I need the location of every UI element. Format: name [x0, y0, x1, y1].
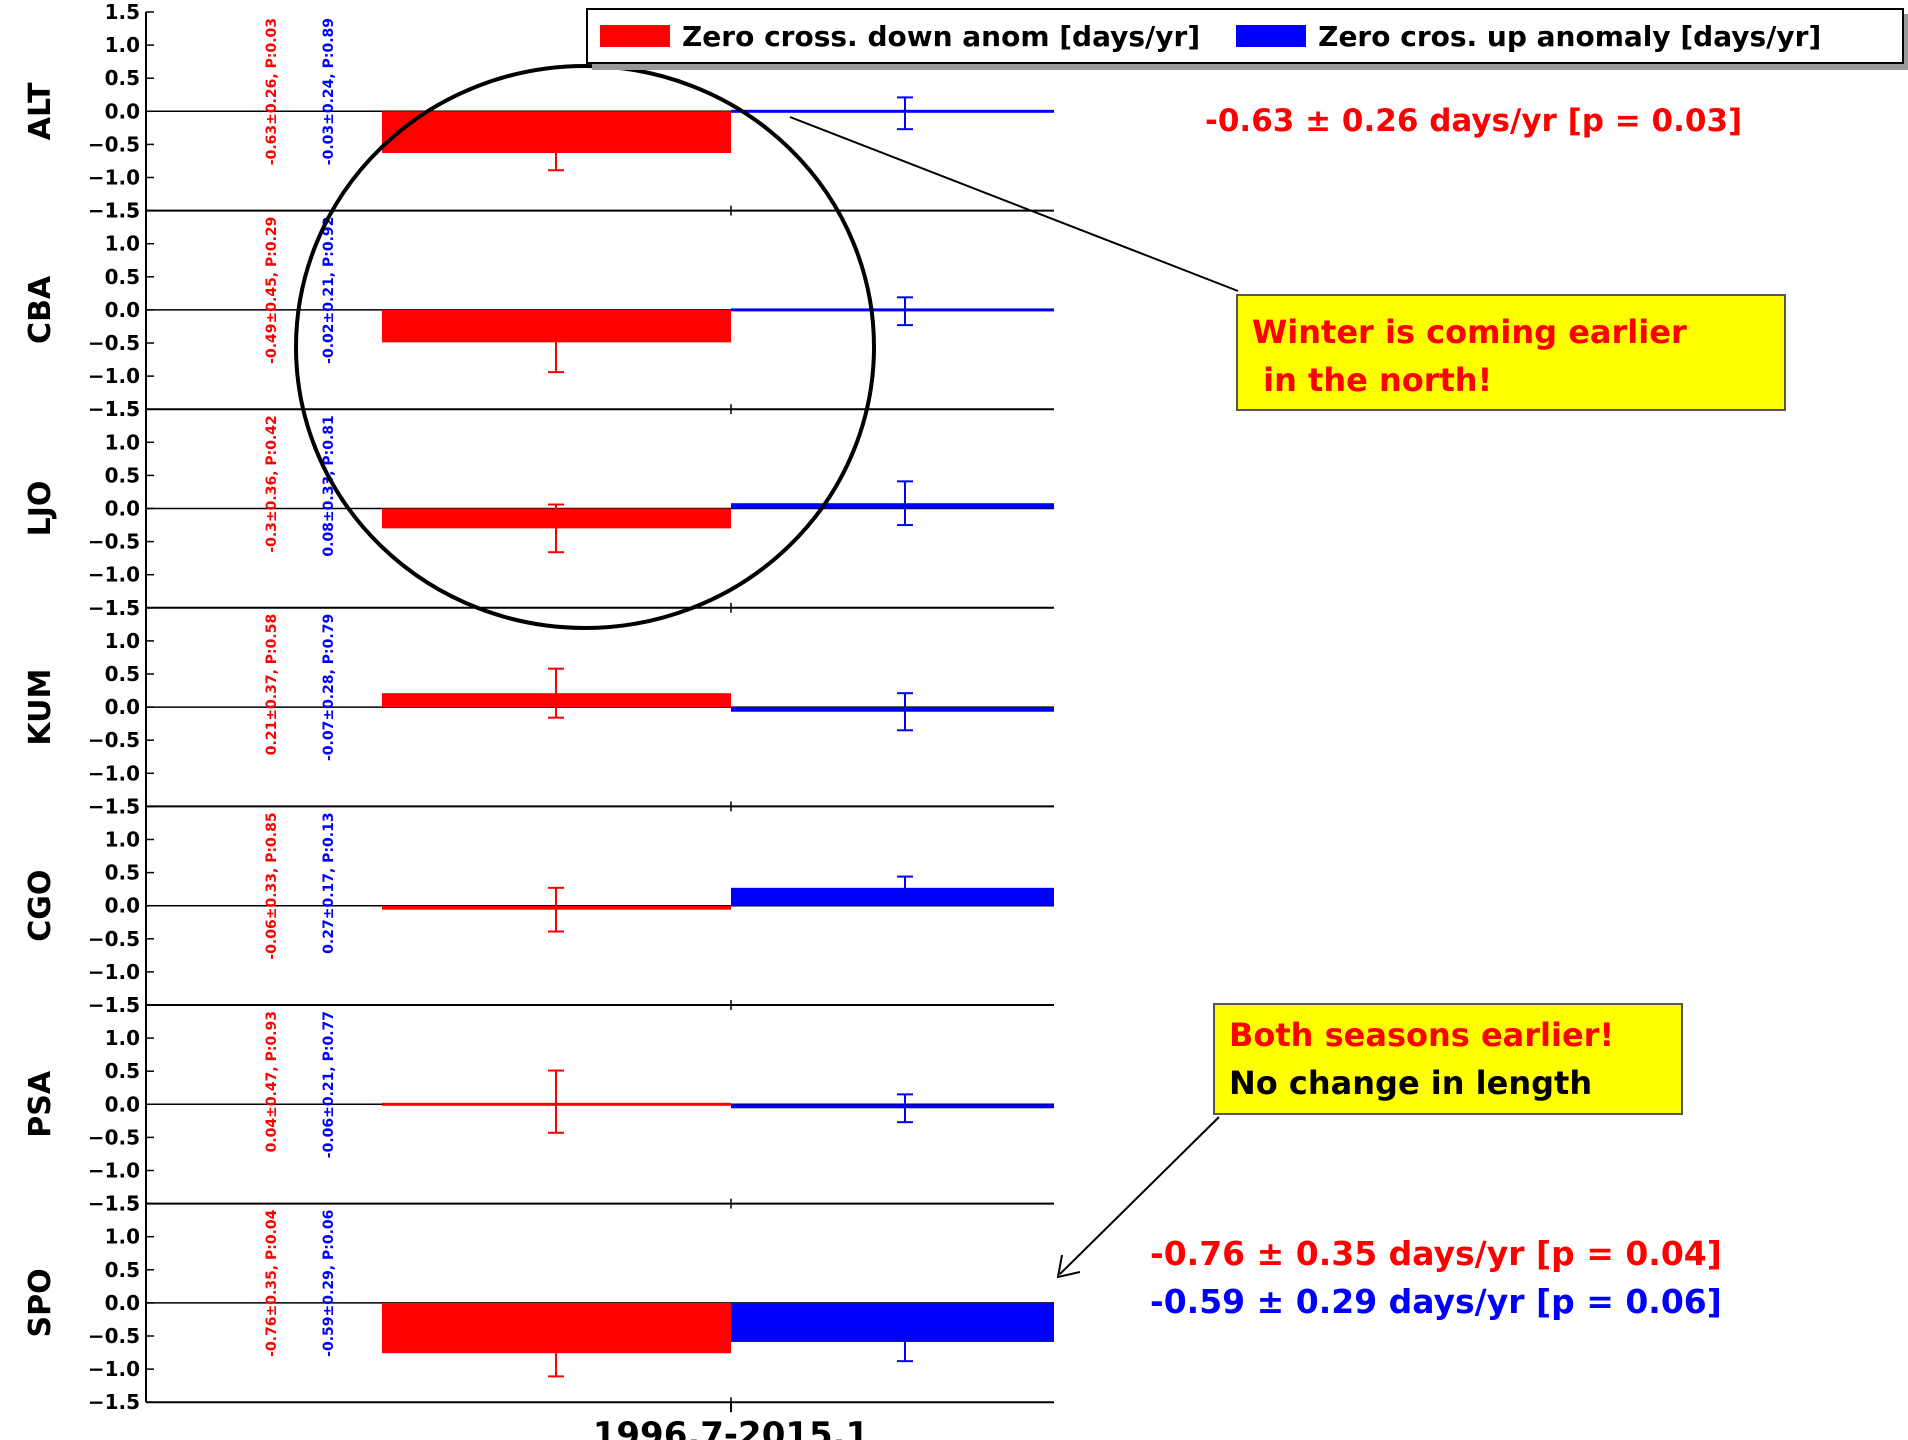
y-tick-label: 0.5 — [105, 1258, 140, 1282]
station-label: SPO — [23, 1268, 58, 1337]
y-tick-label: 0.5 — [105, 1059, 140, 1083]
y-tick-label: 1.0 — [105, 33, 140, 57]
callout-seasons-line2: No change in length — [1229, 1064, 1593, 1102]
y-tick-label: −1.0 — [88, 1357, 140, 1381]
bar — [731, 1302, 1054, 1342]
bar-value-label: -0.06±0.21, P:0.77 — [321, 1011, 337, 1158]
y-tick-label: −0.5 — [88, 1125, 140, 1149]
y-tick-label: −0.5 — [88, 1324, 140, 1348]
y-tick-label: 1.0 — [105, 430, 140, 454]
bar-value-label: -0.03±0.24, P:0.89 — [321, 18, 337, 165]
pointer-line — [789, 116, 1239, 292]
callout-box-north: Winter is coming earlier in the north! — [1236, 294, 1786, 411]
callout-box-seasons: Both seasons earlier! No change in lengt… — [1213, 1003, 1683, 1115]
arrow-head — [1056, 1254, 1081, 1279]
y-tick-label: −1.0 — [88, 960, 140, 984]
annotation-spo-blue: -0.59 ± 0.29 days/yr [p = 0.06] — [1150, 1282, 1722, 1321]
y-tick-label: 1.5 — [105, 1192, 140, 1216]
station-label: PSA — [23, 1070, 58, 1138]
y-tick-label: 0.5 — [105, 662, 140, 686]
y-tick-label: 0.0 — [105, 1092, 140, 1116]
legend-label-up: Zero cros. up anomaly [days/yr] — [1318, 19, 1822, 53]
y-tick-label: 1.5 — [105, 0, 140, 24]
y-tick-label: −1.0 — [88, 166, 140, 190]
bar — [731, 887, 1054, 906]
y-tick-label: 1.0 — [105, 828, 140, 852]
annotation-spo-red: -0.76 ± 0.35 days/yr [p = 0.04] — [1150, 1234, 1722, 1273]
y-tick-label: −1.0 — [88, 364, 140, 388]
callout-north-line1: Winter is coming earlier — [1252, 313, 1687, 351]
station-label: KUM — [23, 669, 58, 746]
legend-label-down: Zero cross. down anom [days/yr] — [682, 19, 1201, 53]
y-tick-label: 0.0 — [105, 99, 140, 123]
y-tick-label: 1.5 — [105, 794, 140, 818]
station-label: ALT — [23, 82, 58, 140]
y-tick-label: 1.5 — [105, 596, 140, 620]
bar-value-label: -0.07±0.28, P:0.79 — [321, 614, 337, 761]
y-tick-label: −1.5 — [88, 1390, 140, 1414]
legend-swatch-down — [600, 25, 670, 47]
y-tick-label: 0.0 — [105, 497, 140, 521]
annotation-alt-red: -0.63 ± 0.26 days/yr [p = 0.03] — [1205, 103, 1743, 139]
bar-value-label: -0.06±0.33, P:0.85 — [264, 812, 280, 959]
y-tick-label: 1.0 — [105, 629, 140, 653]
bar-value-label: -0.3±0.36, P:0.42 — [264, 415, 280, 552]
y-tick-label: −0.5 — [88, 132, 140, 156]
y-tick-label: 1.5 — [105, 993, 140, 1017]
y-tick-label: −0.5 — [88, 331, 140, 355]
bar-value-label: 0.08±0.33, P:0.81 — [321, 415, 337, 556]
y-tick-label: 1.0 — [105, 1026, 140, 1050]
bar-value-label: 0.04±0.47, P:0.93 — [264, 1011, 280, 1152]
station-label: CBA — [23, 275, 58, 344]
y-tick-label: 0.0 — [105, 298, 140, 322]
bar-value-label: 0.27±0.17, P:0.13 — [321, 812, 337, 953]
legend-item-down: Zero cross. down anom [days/yr] — [600, 20, 1200, 53]
bar — [731, 109, 1054, 113]
y-tick-label: 1.0 — [105, 1225, 140, 1249]
legend-swatch-up — [1236, 25, 1307, 47]
y-tick-label: 1.5 — [105, 397, 140, 421]
bar-value-label: 0.21±0.37, P:0.58 — [264, 614, 280, 755]
y-tick-label: 0.0 — [105, 1291, 140, 1315]
y-tick-label: −1.5 — [88, 993, 140, 1017]
y-tick-label: 1.0 — [105, 232, 140, 256]
y-tick-label: 0.5 — [105, 463, 140, 487]
y-tick-label: 0.5 — [105, 861, 140, 885]
y-tick-label: −1.5 — [88, 1192, 140, 1216]
legend: Zero cross. down anom [days/yr] Zero cro… — [586, 8, 1904, 64]
y-tick-label: −1.5 — [88, 199, 140, 223]
y-tick-label: −1.0 — [88, 761, 140, 785]
highlight-circle — [294, 64, 876, 630]
y-tick-label: −1.0 — [88, 563, 140, 587]
station-label: LJO — [23, 481, 58, 537]
y-tick-label: −1.5 — [88, 794, 140, 818]
station-label: CGO — [23, 870, 58, 942]
bar — [731, 308, 1054, 312]
pointer-arrow — [1059, 1116, 1220, 1275]
y-tick-label: 0.0 — [105, 894, 140, 918]
callout-north-line2: in the north! — [1252, 361, 1493, 399]
bar-value-label: -0.02±0.21, P:0.92 — [321, 217, 337, 364]
y-tick-label: 0.5 — [105, 66, 140, 90]
y-tick-label: 1.5 — [105, 199, 140, 223]
bar — [731, 707, 1054, 712]
bar — [731, 503, 1054, 509]
bar-value-label: -0.59±0.29, P:0.06 — [321, 1210, 337, 1357]
y-tick-label: −1.0 — [88, 1159, 140, 1183]
bar — [731, 1104, 1054, 1109]
bar-value-label: -0.49±0.45, P:0.29 — [264, 217, 280, 364]
y-tick-label: −0.5 — [88, 728, 140, 752]
y-tick-label: 0.5 — [105, 265, 140, 289]
bar-value-label: -0.63±0.26, P:0.03 — [264, 18, 280, 165]
bar-value-label: -0.76±0.35, P:0.04 — [264, 1209, 280, 1356]
legend-item-up: Zero cros. up anomaly [days/yr] — [1236, 20, 1821, 53]
y-tick-label: −1.5 — [88, 397, 140, 421]
callout-seasons-line1: Both seasons earlier! — [1229, 1016, 1615, 1054]
y-tick-label: −1.5 — [88, 596, 140, 620]
y-tick-label: 0.0 — [105, 695, 140, 719]
x-tick-label: 1996.7-2015.1 — [593, 1415, 870, 1440]
y-tick-label: −0.5 — [88, 530, 140, 554]
y-tick-label: −0.5 — [88, 927, 140, 951]
